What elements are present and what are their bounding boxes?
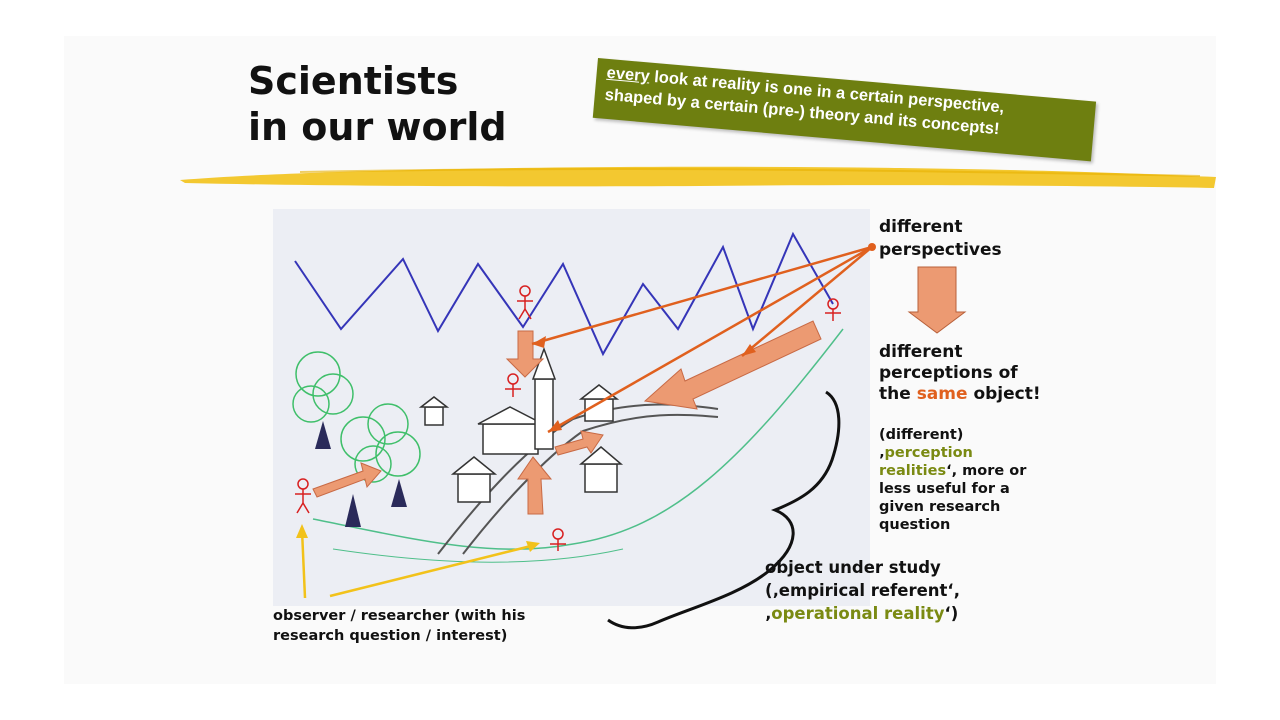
label-real-line3b: ‘, more or bbox=[946, 463, 1027, 479]
label-observer: observer / researcher (with his research… bbox=[273, 606, 525, 646]
title-line-2: in our world bbox=[248, 105, 507, 149]
landscape-svg bbox=[292, 231, 844, 563]
hill-line-2 bbox=[332, 548, 624, 563]
callout-underlined-word: every bbox=[605, 63, 651, 86]
label-real-line4: less useful for a bbox=[879, 481, 1010, 497]
perspective-arrows bbox=[312, 320, 822, 515]
label-perc-line1: different bbox=[879, 342, 963, 362]
label-different-perceptions: different perceptions of the same object… bbox=[879, 342, 1041, 405]
label-real-perception: perception bbox=[884, 445, 973, 461]
label-real-line1: (different) bbox=[879, 427, 964, 443]
label-real-line6: question bbox=[879, 517, 951, 533]
label-perc-line3a: the bbox=[879, 384, 917, 404]
label-real-line5: given research bbox=[879, 499, 1001, 515]
label-dp-line1: different bbox=[879, 217, 963, 237]
slide-title: Scientists in our world bbox=[248, 58, 507, 150]
title-line-1: Scientists bbox=[248, 59, 459, 103]
mountain-range bbox=[294, 231, 834, 357]
observer-figures bbox=[295, 285, 841, 551]
label-obj-line1: object under study bbox=[765, 558, 941, 577]
label-dp-line2: perspectives bbox=[879, 240, 1002, 260]
label-real-realities: realities bbox=[879, 463, 947, 479]
label-different-perspectives: different perspectives bbox=[879, 216, 1002, 262]
label-obs-line2: research question / interest) bbox=[273, 628, 508, 644]
label-obj-operational: operational reality bbox=[771, 604, 945, 623]
label-obj-close: ‘) bbox=[944, 604, 959, 623]
tree-cluster-left bbox=[292, 351, 421, 483]
label-perception-realities: (different) ‚perception realities‘, more… bbox=[879, 426, 1026, 534]
label-obs-line1: observer / researcher (with his bbox=[273, 608, 526, 624]
label-real-quote: ‚ bbox=[879, 445, 885, 461]
label-object-under-study: object under study (‚empirical referent‘… bbox=[765, 556, 960, 625]
dark-trees bbox=[315, 421, 407, 527]
label-obj-line2: (‚empirical referent‘, bbox=[765, 581, 960, 600]
landscape-drawing bbox=[273, 209, 870, 606]
label-obj-quote: ‚ bbox=[765, 604, 772, 623]
label-perc-same: same bbox=[916, 384, 968, 404]
label-perc-line3b: object! bbox=[967, 384, 1041, 404]
label-perc-line2: perceptions of bbox=[879, 363, 1018, 383]
